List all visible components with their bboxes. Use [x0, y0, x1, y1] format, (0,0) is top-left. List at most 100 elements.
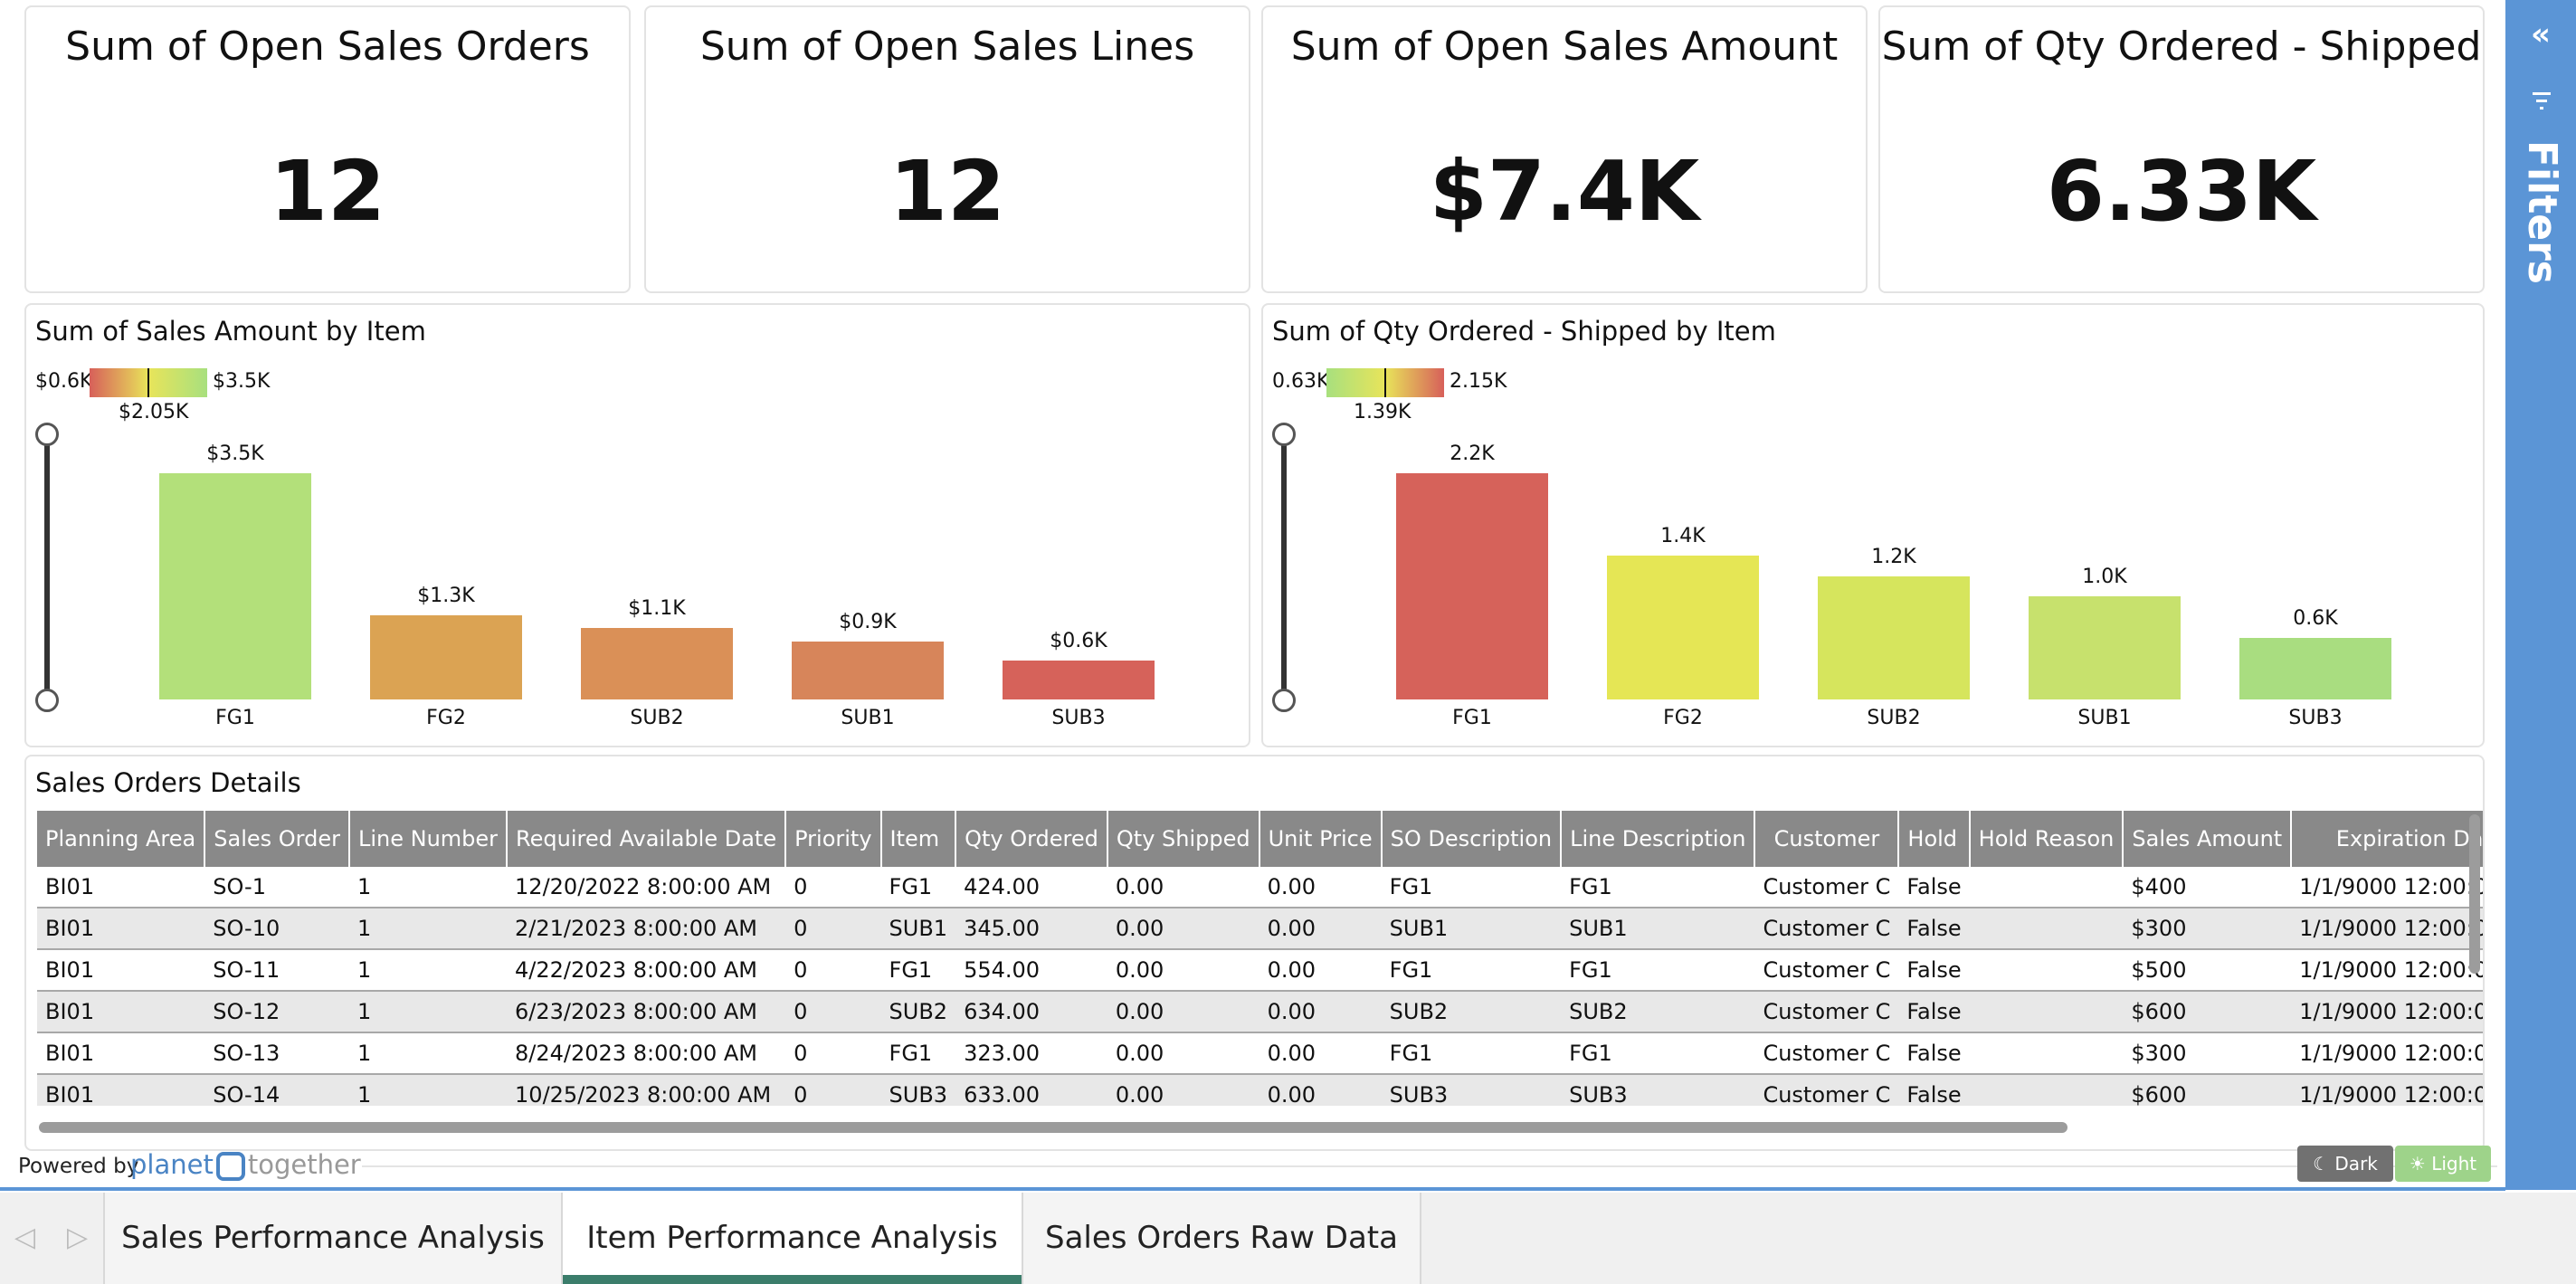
table-cell: FG1 [880, 1032, 956, 1075]
column-header[interactable]: Hold Reason [1969, 811, 2124, 867]
bar-sub1[interactable] [792, 641, 944, 699]
zoom-slider-track[interactable] [1281, 436, 1287, 704]
column-header[interactable]: Priority [785, 811, 882, 867]
table-cell: SO-10 [204, 908, 349, 950]
zoom-slider-track[interactable] [44, 436, 50, 704]
chart-plot-area: 2.2K FG1 1.4K FG2 1.2K SUB2 1.0K SUB1 0.6K SUB3 [1263, 305, 2483, 746]
bar-value-label: $1.3K [417, 585, 475, 608]
table-cell: 0.00 [1107, 991, 1259, 1033]
table-row[interactable]: BI01 SO-14 1 10/25/2023 8:00:00 AM 0 SUB3 633.… [37, 1074, 2483, 1106]
table-cell: BI01 [37, 867, 205, 908]
column-header[interactable]: Hold [1898, 811, 1971, 867]
table-cell: False [1898, 1032, 1970, 1075]
column-header[interactable]: Qty Ordered [955, 811, 1108, 867]
table-cell: 0 [785, 991, 881, 1033]
table-cell: 0 [785, 1032, 881, 1075]
tab-sales-performance-analysis[interactable]: Sales Performance Analysis [105, 1193, 563, 1284]
category-label: FG1 [1452, 707, 1492, 729]
zoom-slider-top-handle[interactable] [35, 423, 59, 446]
bar-fg1[interactable] [1396, 473, 1548, 699]
chart-title: Sum of Qty Ordered - Shipped by Item [1272, 316, 1776, 347]
qty-ordered-shipped-by-item-chart[interactable]: Sum of Qty Ordered - Shipped by Item 0.6… [1261, 303, 2485, 747]
table-cell [1969, 1074, 2124, 1106]
table-cell: 634.00 [955, 991, 1107, 1033]
column-header[interactable]: Expiration Date [2291, 811, 2483, 867]
table-cell: Customer C [1754, 908, 1899, 950]
bar-fg2[interactable] [370, 615, 522, 699]
bar-value-label: 1.0K [2082, 566, 2127, 589]
light-button-label: Light [2431, 1153, 2477, 1175]
table-cell: Customer C [1754, 949, 1899, 992]
kpi-card-qty-ordered-shipped: Sum of Qty Ordered - Shipped 6.33K [1878, 5, 2485, 293]
table-row[interactable]: BI01 SO-12 1 6/23/2023 8:00:00 AM 0 SUB2 634.0… [37, 991, 2483, 1033]
table-cell: 0 [785, 867, 881, 908]
column-header[interactable]: Sales Order [204, 811, 350, 867]
tab-item-performance-analysis[interactable]: Item Performance Analysis [563, 1193, 1023, 1284]
bar-sub3[interactable] [2239, 637, 2391, 699]
column-header[interactable]: Qty Shipped [1107, 811, 1260, 867]
bar-value-label: 2.2K [1450, 442, 1495, 465]
table-cell: SUB2 [1561, 991, 1755, 1033]
table-cell: FG1 [880, 949, 956, 992]
column-header[interactable]: Item [880, 811, 957, 867]
tab-scroll-left-icon[interactable]: ◁ [14, 1222, 36, 1253]
table-cell: BI01 [37, 949, 205, 992]
column-header[interactable]: Line Number [348, 811, 509, 867]
tab-scroll-right-icon[interactable]: ▷ [67, 1222, 89, 1253]
powered-by-text: Powered by [18, 1155, 139, 1178]
column-header[interactable]: SO Description [1381, 811, 1563, 867]
table-cell: 8/24/2023 8:00:00 AM [507, 1032, 786, 1075]
table-viewport[interactable]: Planning Area Sales Order Line Number Requi… [37, 811, 2483, 1106]
category-label: FG1 [215, 707, 255, 729]
table-cell: SUB2 [880, 991, 956, 1033]
logo-mark-icon [215, 1152, 245, 1181]
kpi-title: Sum of Open Sales Lines [699, 24, 1195, 70]
column-header[interactable]: Required Available Date [507, 811, 787, 867]
dark-theme-button[interactable]: ☾ Dark [2297, 1146, 2393, 1182]
column-header[interactable]: Line Description [1561, 811, 1756, 867]
sales-amount-by-item-chart[interactable]: Sum of Sales Amount by Item $0.6K $3.5K … [24, 303, 1250, 747]
zoom-slider-bottom-handle[interactable] [35, 689, 59, 712]
column-header[interactable]: Planning Area [37, 811, 206, 867]
table-cell: SO-1 [204, 867, 349, 908]
double-chevron-left-icon[interactable]: « [2531, 16, 2551, 52]
table-cell: 323.00 [955, 1032, 1107, 1075]
table-horizontal-scrollbar[interactable] [39, 1122, 2067, 1133]
legend-mid-marker [1384, 368, 1386, 397]
light-theme-button[interactable]: ☀ Light [2395, 1146, 2491, 1182]
bar-sub2[interactable] [581, 628, 733, 699]
table-vertical-scrollbar[interactable] [2469, 814, 2480, 974]
planettogether-logo[interactable]: planet together [130, 1149, 361, 1182]
table-cell: 345.00 [955, 908, 1107, 950]
brand-text-planet: planet [130, 1149, 214, 1180]
table-cell [1969, 908, 2124, 950]
tab-sales-orders-raw-data[interactable]: Sales Orders Raw Data [1023, 1193, 1421, 1284]
filters-pane-collapsed[interactable]: « Filters [2505, 0, 2576, 1190]
table-row[interactable]: BI01 SO-10 1 2/21/2023 8:00:00 AM 0 SUB1 345.0… [37, 908, 2483, 950]
column-header[interactable]: Sales Amount [2123, 811, 2293, 867]
bar-sub2[interactable] [1818, 575, 1970, 699]
filters-label-container: Filters [2511, 140, 2574, 284]
table-cell: FG1 [1561, 867, 1755, 908]
bar-fg1[interactable] [159, 473, 311, 699]
column-header[interactable]: Unit Price [1259, 811, 1383, 867]
kpi-value: $7.4K [1429, 143, 1700, 240]
table-cell [1969, 991, 2124, 1033]
bar-sub3[interactable] [1003, 661, 1155, 699]
table-cell: 0.00 [1107, 949, 1259, 992]
bar-sub1[interactable] [2029, 596, 2181, 699]
table-cell: SUB1 [1561, 908, 1755, 950]
zoom-slider-top-handle[interactable] [1272, 423, 1296, 446]
table-row[interactable]: BI01 SO-1 1 12/20/2022 8:00:00 AM 0 FG1 424.00… [37, 867, 2483, 908]
chart-title: Sum of Sales Amount by Item [35, 316, 426, 347]
moon-icon: ☾ [2313, 1153, 2330, 1175]
table-row[interactable]: BI01 SO-13 1 8/24/2023 8:00:00 AM 0 FG1 323.00… [37, 1032, 2483, 1075]
bar-fg2[interactable] [1607, 555, 1759, 699]
table-cell: 1/1/9000 12:00:00 AM [2291, 991, 2483, 1033]
zoom-slider-bottom-handle[interactable] [1272, 689, 1296, 712]
column-header[interactable]: Customer [1754, 811, 1900, 867]
category-label: FG2 [426, 707, 466, 729]
table-cell: SUB2 [1381, 991, 1562, 1033]
table-cell: 0.00 [1107, 1032, 1259, 1075]
table-row[interactable]: BI01 SO-11 1 4/22/2023 8:00:00 AM 0 FG1 554.00… [37, 949, 2483, 992]
